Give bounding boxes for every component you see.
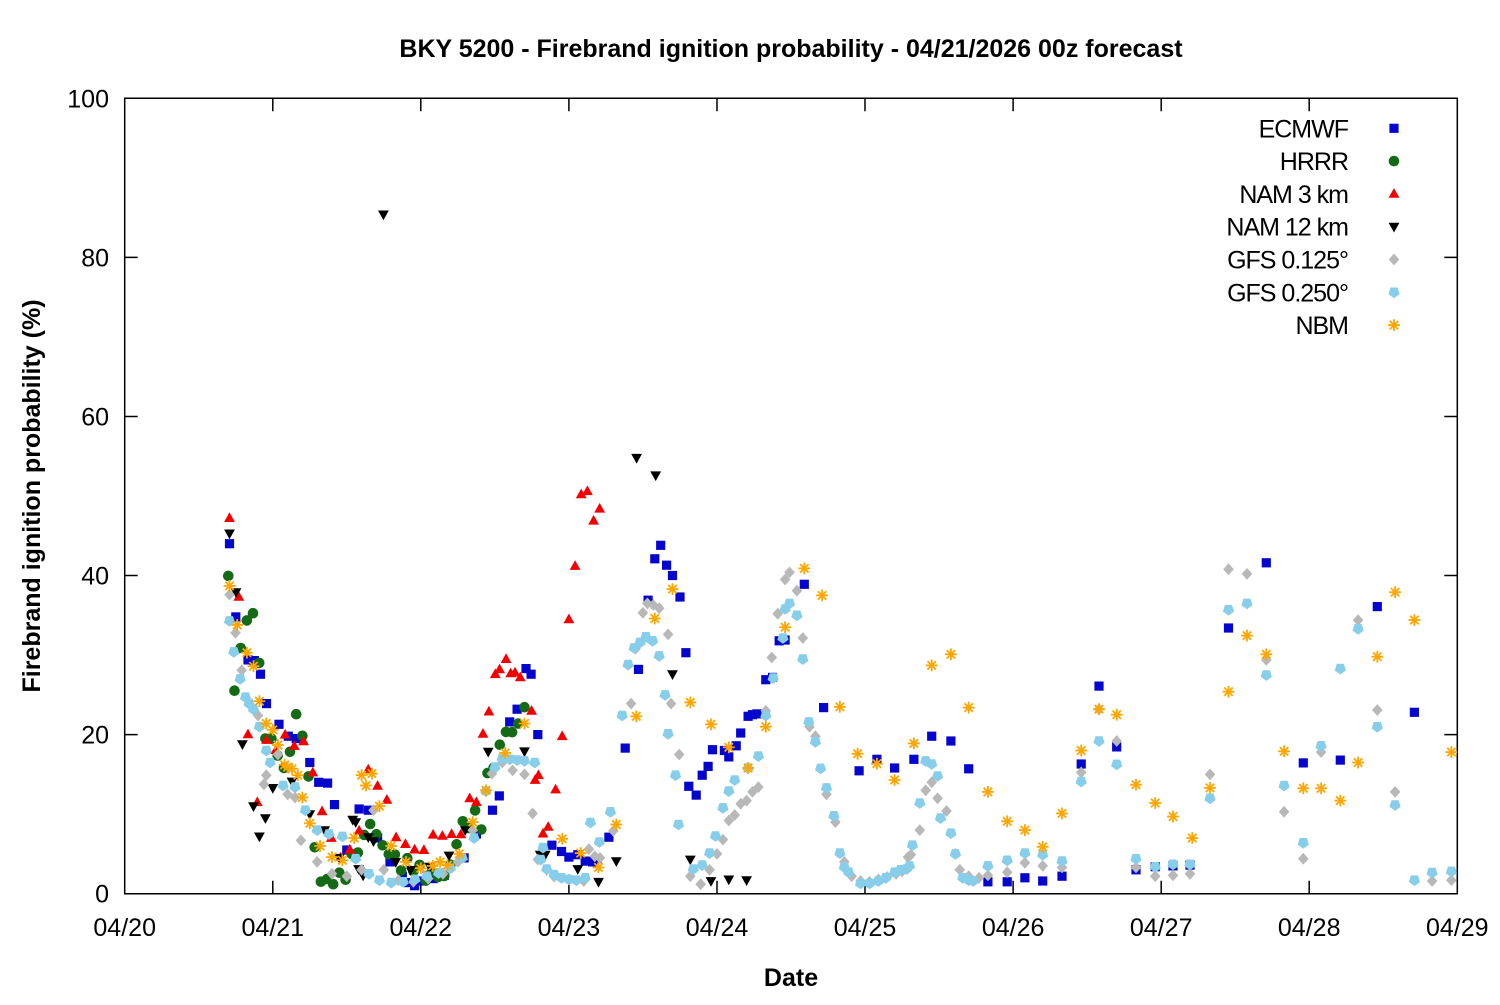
- svg-text:04/22: 04/22: [390, 914, 453, 942]
- svg-text:04/28: 04/28: [1278, 914, 1341, 942]
- svg-text:GFS 0.250°: GFS 0.250°: [1227, 279, 1348, 307]
- svg-text:100: 100: [67, 85, 109, 113]
- svg-text:04/20: 04/20: [93, 914, 156, 942]
- svg-text:Date: Date: [764, 964, 818, 992]
- svg-text:ECMWF: ECMWF: [1259, 115, 1349, 143]
- svg-text:40: 40: [81, 563, 109, 591]
- svg-text:04/26: 04/26: [982, 914, 1045, 942]
- svg-text:60: 60: [81, 404, 109, 432]
- svg-text:20: 20: [81, 722, 109, 750]
- svg-text:04/24: 04/24: [686, 914, 749, 942]
- svg-text:GFS 0.125°: GFS 0.125°: [1227, 247, 1348, 275]
- svg-text:BKY 5200 - Firebrand ignition: BKY 5200 - Firebrand ignition probabilit…: [399, 35, 1183, 63]
- svg-text:80: 80: [81, 244, 109, 272]
- svg-text:04/25: 04/25: [834, 914, 897, 942]
- svg-text:HRRR: HRRR: [1280, 148, 1348, 176]
- svg-text:0: 0: [95, 881, 109, 909]
- svg-text:04/29: 04/29: [1426, 914, 1489, 942]
- svg-text:04/27: 04/27: [1130, 914, 1193, 942]
- svg-text:NAM 3 km: NAM 3 km: [1239, 181, 1348, 209]
- svg-text:Firebrand ignition probability: Firebrand ignition probability (%): [18, 299, 46, 692]
- svg-text:NBM: NBM: [1295, 312, 1348, 340]
- svg-text:NAM 12 km: NAM 12 km: [1226, 214, 1348, 242]
- svg-text:04/23: 04/23: [538, 914, 601, 942]
- svg-text:04/21: 04/21: [242, 914, 305, 942]
